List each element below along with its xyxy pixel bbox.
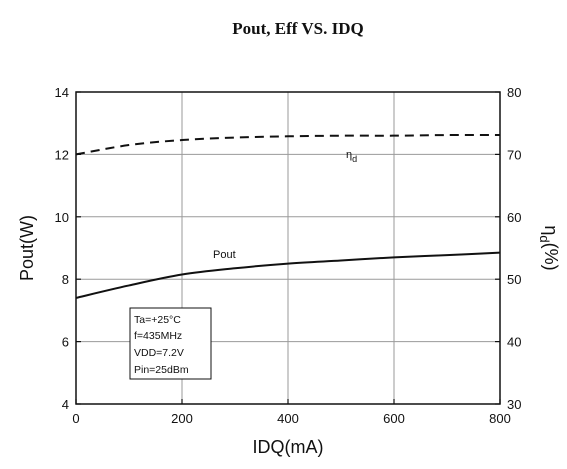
y-right-axis-unit: (%) (541, 243, 561, 271)
x-tick-label: 800 (489, 411, 511, 426)
y-left-tick-labels: 4 6 8 10 12 14 (55, 85, 81, 412)
y-right-axis-label: ηd(%) (537, 225, 561, 270)
conditions-border (129, 307, 212, 380)
y-left-tick-label: 6 (62, 335, 69, 350)
y-right-tick-label: 30 (507, 397, 521, 412)
y-right-tick-label: 80 (507, 85, 521, 100)
pout-annotation: Pout (213, 249, 236, 261)
x-tick-labels: 0 200 400 600 800 (72, 399, 511, 426)
y-left-tick-label: 8 (62, 272, 69, 287)
y-right-tick-label: 50 (507, 272, 521, 287)
series-line-eff (75, 134, 501, 156)
y-left-axis-label: Pout(W) (17, 215, 37, 281)
y-right-tick-label: 60 (507, 210, 521, 225)
y-right-tick-labels: 30 40 50 60 70 80 (495, 85, 521, 412)
x-tick-label: 0 (72, 411, 79, 426)
condition-vdd: VDD=7.2V (134, 347, 184, 359)
condition-freq: f=435MHz (134, 330, 182, 342)
condition-temp: Ta=+25°C (134, 314, 181, 326)
x-axis-label: IDQ(mA) (253, 437, 324, 457)
y-left-tick-label: 10 (55, 210, 69, 225)
conditions-box: Ta=+25°C f=435MHz VDD=7.2V Pin=25dBm (129, 307, 212, 380)
y-right-tick-label: 40 (507, 335, 521, 350)
y-left-tick-label: 14 (55, 85, 69, 100)
chart-title: Pout, Eff VS. IDQ (232, 19, 363, 38)
y-right-axis-sub: d (537, 235, 552, 242)
eff-annotation: ηd (346, 149, 357, 164)
eff-annotation-sub: d (352, 154, 357, 164)
y-left-tick-label: 4 (62, 397, 69, 412)
x-tick-label: 200 (171, 411, 193, 426)
y-right-tick-label: 70 (507, 147, 521, 162)
series-line-pout (75, 251, 501, 299)
y-left-tick-label: 12 (55, 147, 69, 162)
x-tick-label: 600 (383, 411, 405, 426)
y-right-axis-symbol: η (541, 225, 561, 235)
condition-pin: Pin=25dBm (134, 364, 189, 376)
eff-annotation-symbol: η (346, 149, 352, 161)
x-tick-label: 400 (277, 411, 299, 426)
